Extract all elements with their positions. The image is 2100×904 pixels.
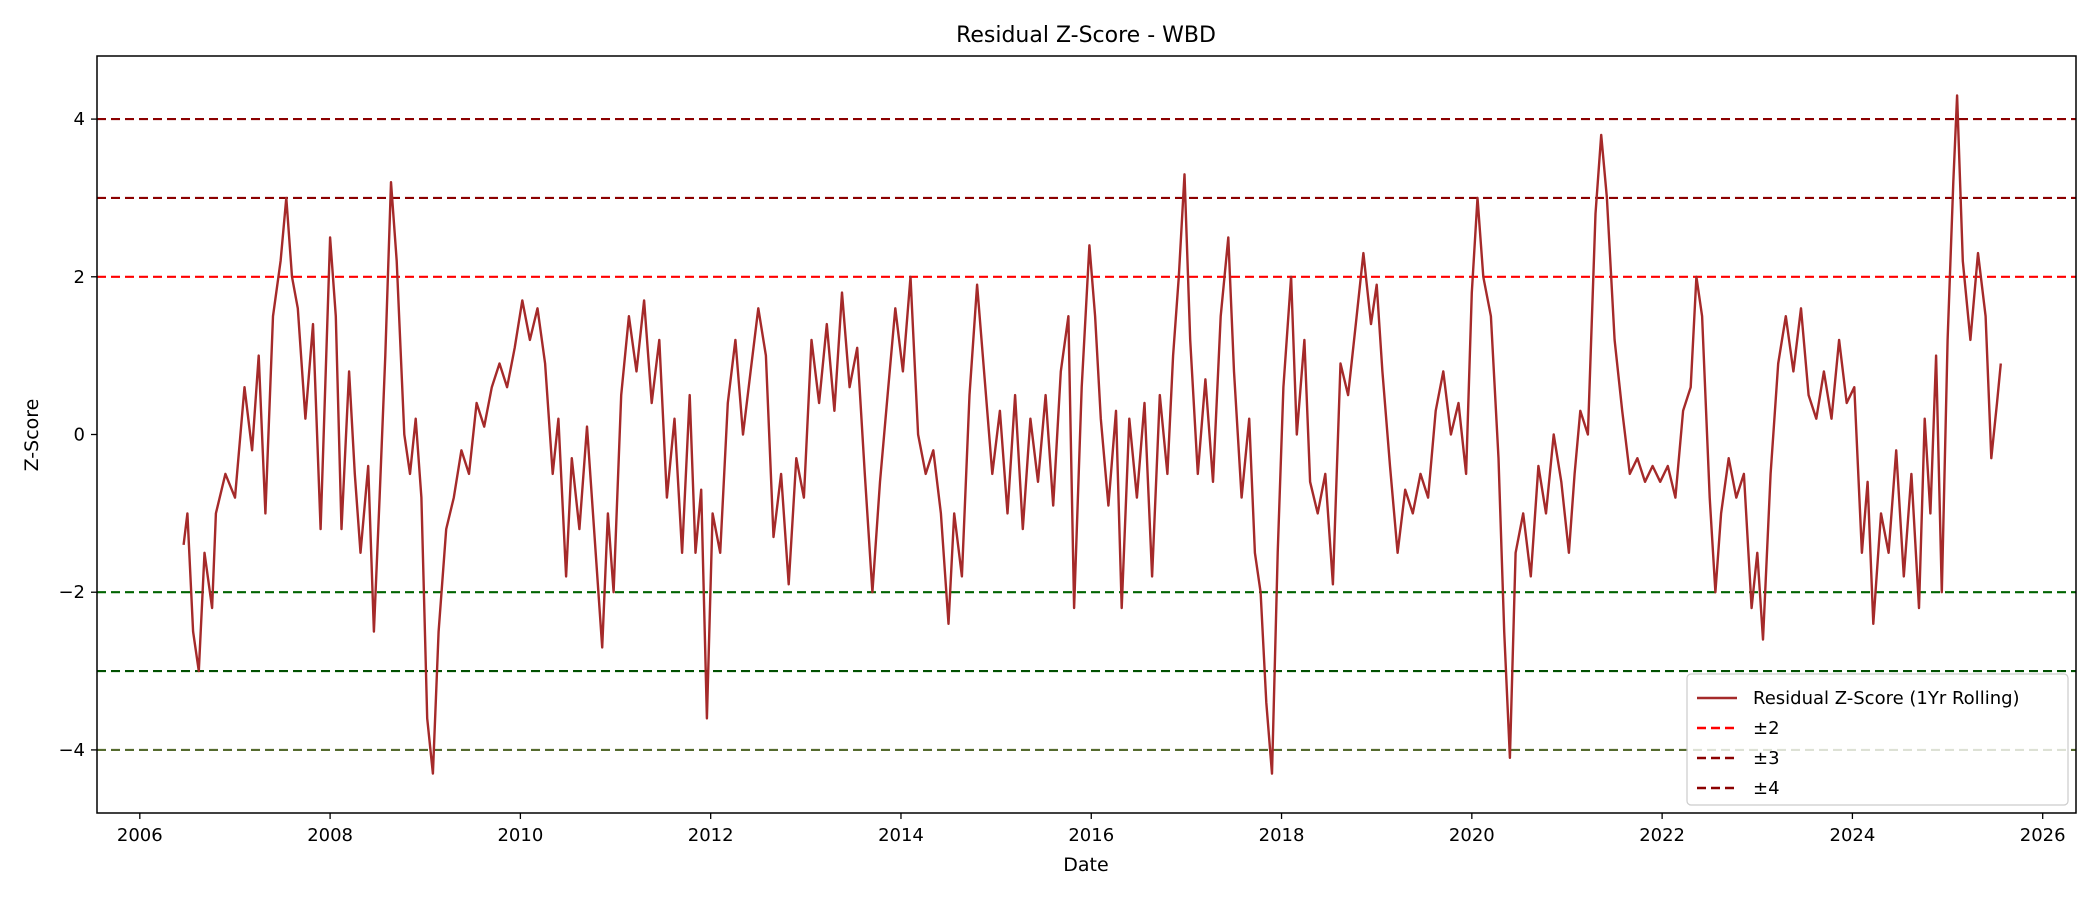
y-tick-label: −4 xyxy=(58,740,85,761)
legend-label: ±4 xyxy=(1753,778,1780,799)
x-tick-label: 2020 xyxy=(1449,825,1495,846)
series-line xyxy=(182,94,2002,775)
x-tick-label: 2026 xyxy=(2020,825,2066,846)
x-axis-label: Date xyxy=(1063,854,1108,876)
x-tick-label: 2010 xyxy=(497,825,543,846)
legend-label: ±3 xyxy=(1753,748,1780,769)
x-tick-label: 2012 xyxy=(688,825,734,846)
legend-label: ±2 xyxy=(1753,718,1780,739)
x-tick-label: 2018 xyxy=(1259,825,1305,846)
legend-box xyxy=(1686,673,2069,806)
chart-title: Residual Z-Score - WBD xyxy=(956,23,1216,48)
x-tick-label: 2016 xyxy=(1068,825,1114,846)
x-tick-label: 2022 xyxy=(1639,825,1685,846)
x-tick-label: 2006 xyxy=(117,825,163,846)
x-tick-label: 2014 xyxy=(878,825,924,846)
legend: Residual Z-Score (1Yr Rolling) ±2 ±3 ±4 xyxy=(1686,673,2069,806)
x-tick-label: 2008 xyxy=(307,825,353,846)
y-tick-label: −2 xyxy=(58,582,85,603)
y-tick-label: 0 xyxy=(74,425,85,446)
series-layer xyxy=(182,94,2002,775)
y-axis-ticks: −4 −2 0 2 4 xyxy=(58,109,97,761)
y-axis-label: Z-Score xyxy=(21,399,43,472)
legend-label: Residual Z-Score (1Yr Rolling) xyxy=(1753,688,2020,709)
x-axis-ticks: 2006 2008 2010 2012 2014 2016 2018 2020 2022 2024… xyxy=(117,813,2066,846)
y-tick-label: 4 xyxy=(74,109,85,130)
y-tick-label: 2 xyxy=(74,267,85,288)
x-tick-label: 2024 xyxy=(1830,825,1876,846)
